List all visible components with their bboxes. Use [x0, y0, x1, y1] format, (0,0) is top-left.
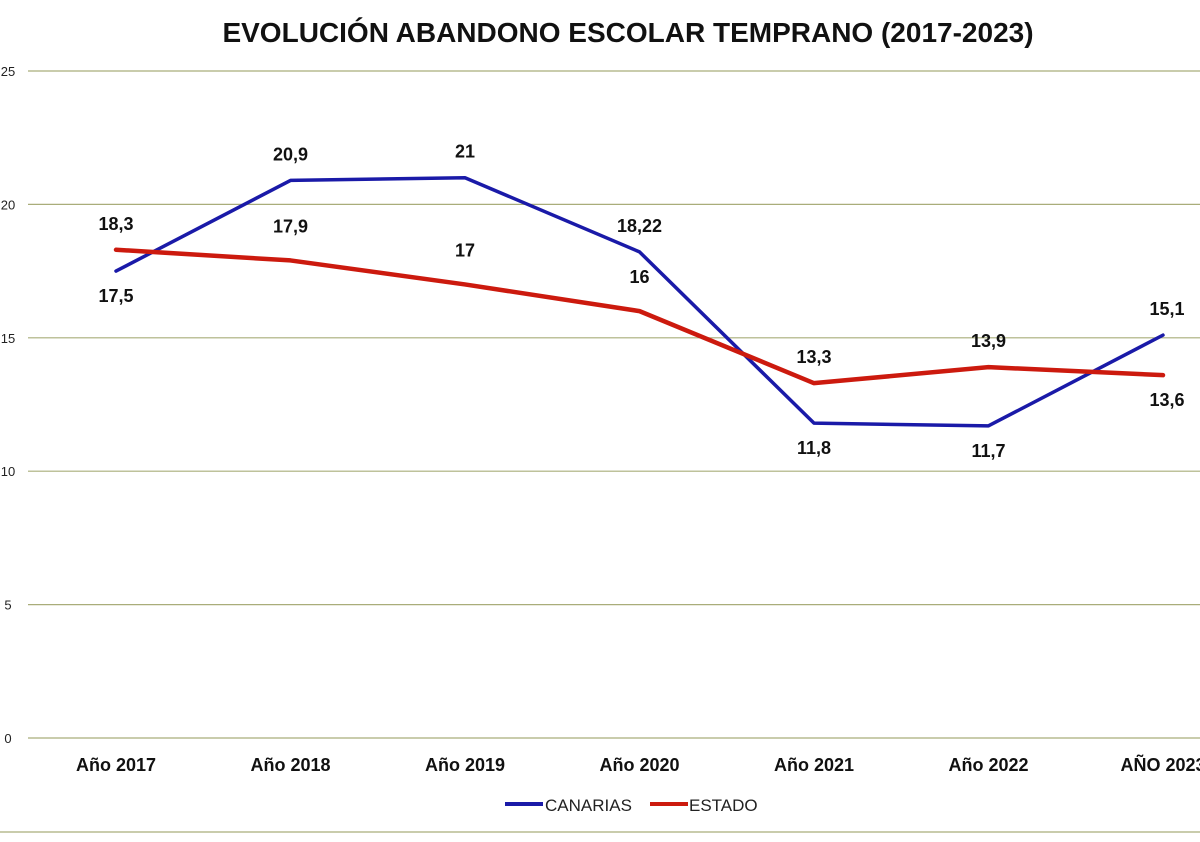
series-line-canarias — [114, 175, 1165, 428]
data-label: 11,7 — [971, 441, 1005, 461]
data-label: 13,3 — [796, 347, 831, 367]
y-tick-label: 25 — [1, 64, 15, 79]
data-labels: 17,5 20,9 21 18,22 11,8 11,7 15,1 18,3 17,9 17 16 1… — [98, 142, 1184, 461]
y-axis-ticks: 0 5 10 15 20 25 — [1, 64, 15, 746]
y-tick-label: 15 — [1, 331, 15, 346]
data-label: 18,22 — [617, 216, 662, 236]
legend: CANARIAS ESTADO — [505, 796, 758, 815]
x-tick-label: Año 2021 — [774, 755, 854, 775]
y-tick-label: 10 — [1, 464, 15, 479]
data-label: 18,3 — [98, 214, 133, 234]
data-label: 13,6 — [1149, 390, 1184, 410]
x-tick-label: Año 2017 — [76, 755, 156, 775]
data-label: 17,5 — [98, 286, 133, 306]
data-label: 21 — [455, 142, 475, 162]
x-tick-label: Año 2018 — [250, 755, 330, 775]
x-tick-label: Año 2022 — [948, 755, 1028, 775]
data-label: 20,9 — [273, 144, 308, 164]
series-lines — [113, 175, 1166, 428]
gridlines — [0, 70, 1200, 833]
data-label: 11,8 — [797, 438, 831, 458]
legend-label-canarias: CANARIAS — [545, 796, 632, 815]
data-label: 15,1 — [1149, 299, 1184, 319]
y-tick-label: 20 — [1, 197, 15, 212]
legend-label-estado: ESTADO — [689, 796, 758, 815]
chart-title: EVOLUCIÓN ABANDONO ESCOLAR TEMPRANO (201… — [222, 17, 1033, 48]
data-label: 13,9 — [971, 331, 1006, 351]
data-label: 17 — [455, 240, 475, 260]
series-line-estado — [113, 247, 1166, 386]
data-label: 17,9 — [273, 216, 308, 236]
x-tick-label: AÑO 2023 — [1120, 754, 1200, 775]
x-axis-ticks: Año 2017 Año 2018 Año 2019 Año 2020 Año 2021… — [76, 754, 1200, 775]
data-label: 16 — [629, 267, 649, 287]
y-tick-label: 0 — [4, 731, 11, 746]
x-tick-label: Año 2019 — [425, 755, 505, 775]
y-tick-label: 5 — [4, 598, 11, 613]
x-tick-label: Año 2020 — [599, 755, 679, 775]
